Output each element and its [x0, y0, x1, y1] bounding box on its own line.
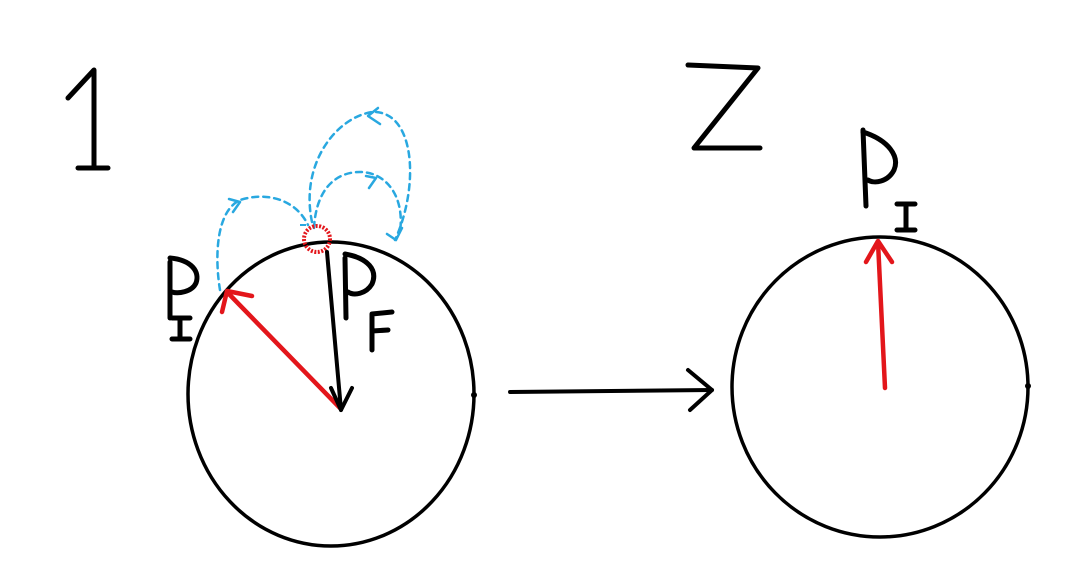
panel-2-initial-vector — [863, 238, 895, 391]
panel-2-circle-dot — [1025, 383, 1031, 389]
panel-1-initial-vector — [219, 288, 343, 411]
right-arrow-icon — [508, 368, 714, 412]
circle-marker-icon — [300, 224, 332, 254]
panel-1: P I P F — [65, 67, 477, 548]
panel-1-label-initial: P I — [167, 255, 200, 342]
panel-1-path-arcs — [216, 110, 412, 292]
panel-2-number — [685, 62, 763, 151]
panel-2-label-initial: P I — [860, 127, 918, 233]
panel-1-label-final: P F — [342, 251, 395, 353]
panel-2: P I — [685, 62, 1031, 539]
panel-1-number-text: 1 — [90, 119, 91, 121]
panel-1-path-arrowheads — [227, 106, 404, 242]
panel-1-final-vector — [325, 250, 354, 412]
panel-1-number — [65, 67, 111, 171]
panel-1-circle-dot — [471, 392, 477, 398]
